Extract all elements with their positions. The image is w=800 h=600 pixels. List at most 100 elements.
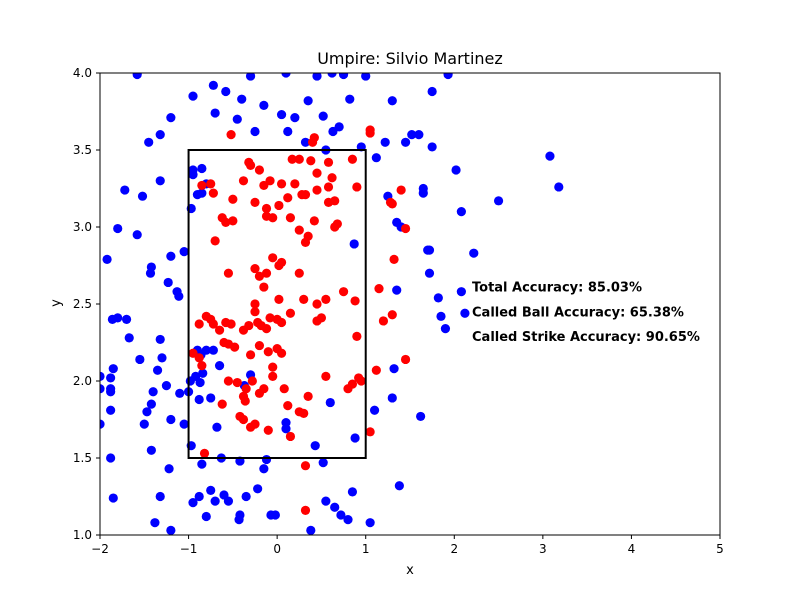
blue-point (349, 239, 359, 249)
blue-point (206, 393, 216, 403)
red-point (287, 154, 297, 164)
red-point (228, 216, 238, 226)
x-tick-label: 0 (273, 542, 281, 556)
red-point (299, 294, 309, 304)
red-point (371, 365, 381, 375)
blue-point (456, 287, 466, 297)
red-point (199, 448, 210, 458)
blue-point (155, 130, 165, 140)
red-point (223, 268, 234, 278)
blue-point (336, 510, 346, 520)
y-tick-label: 2.0 (73, 374, 92, 388)
red-point (263, 425, 273, 435)
blue-point (174, 291, 184, 301)
red-point (276, 348, 287, 358)
blue-point (155, 176, 165, 186)
blue-point (261, 454, 272, 465)
blue-point (389, 364, 399, 374)
blue-point (436, 311, 446, 321)
red-point (228, 194, 238, 204)
blue-point (424, 268, 435, 278)
blue-point (418, 183, 428, 194)
red-point (387, 310, 397, 320)
blue-point (175, 388, 185, 398)
data-points (100, 73, 564, 535)
blue-point (201, 345, 211, 355)
blue-point (493, 196, 504, 206)
red-point (378, 316, 389, 326)
red-point (283, 193, 293, 203)
red-point (268, 253, 278, 263)
red-point (303, 391, 313, 401)
blue-point (197, 163, 207, 174)
red-point (250, 307, 260, 317)
red-point (261, 268, 272, 278)
blue-point (281, 73, 291, 78)
blue-point (234, 515, 244, 525)
blue-point (270, 510, 280, 520)
chart-title: Umpire: Silvio Martinez (317, 49, 503, 68)
red-point (312, 168, 322, 178)
red-point (352, 331, 362, 341)
red-point (303, 231, 313, 241)
red-point (356, 376, 366, 386)
red-point (396, 185, 406, 195)
red-point (400, 354, 411, 365)
blue-point (166, 525, 176, 535)
blue-point (100, 419, 105, 429)
red-point (323, 197, 334, 207)
red-point (300, 461, 311, 471)
red-point (268, 362, 278, 372)
red-point (254, 340, 265, 351)
blue-point (137, 191, 148, 201)
blue-point (155, 491, 165, 502)
blue-point (132, 230, 142, 240)
blue-point (192, 190, 203, 200)
blue-point (179, 247, 189, 257)
red-point (274, 200, 284, 211)
blue-point (253, 484, 263, 494)
red-point (389, 254, 399, 264)
blue-point (194, 394, 204, 405)
red-point (276, 179, 287, 189)
blue-point (290, 113, 300, 123)
red-point (374, 284, 384, 294)
x-tick-label: −2 (91, 542, 109, 556)
blue-point (144, 137, 154, 147)
blue-point (121, 314, 132, 324)
blue-point (191, 371, 201, 381)
blue-point (210, 496, 220, 506)
blue-point (318, 111, 328, 121)
blue-point (414, 130, 424, 140)
blue-point (113, 223, 123, 234)
blue-point (113, 313, 123, 323)
x-tick-label: 1 (362, 542, 370, 556)
blue-point (106, 453, 116, 463)
red-point (279, 384, 289, 394)
blue-point (157, 353, 167, 363)
blue-point (120, 185, 130, 195)
blue-point (208, 345, 218, 355)
blue-point (318, 458, 328, 468)
y-axis-label: y (49, 299, 64, 307)
red-point (350, 296, 360, 306)
red-point (300, 505, 311, 515)
blue-point (135, 354, 145, 365)
red-point (250, 419, 260, 429)
blue-point (206, 485, 216, 495)
blue-point (416, 411, 426, 422)
red-point (263, 347, 273, 357)
blue-point (469, 248, 479, 258)
red-point (265, 313, 275, 323)
red-point (274, 294, 284, 304)
red-point (217, 399, 227, 409)
red-point (250, 263, 260, 274)
blue-point (139, 419, 149, 429)
red-point (244, 320, 254, 331)
blue-point (241, 491, 251, 502)
blue-point (303, 96, 313, 106)
red-point (268, 371, 278, 381)
red-point (276, 257, 287, 268)
red-point (400, 223, 411, 234)
blue-point (259, 464, 269, 474)
